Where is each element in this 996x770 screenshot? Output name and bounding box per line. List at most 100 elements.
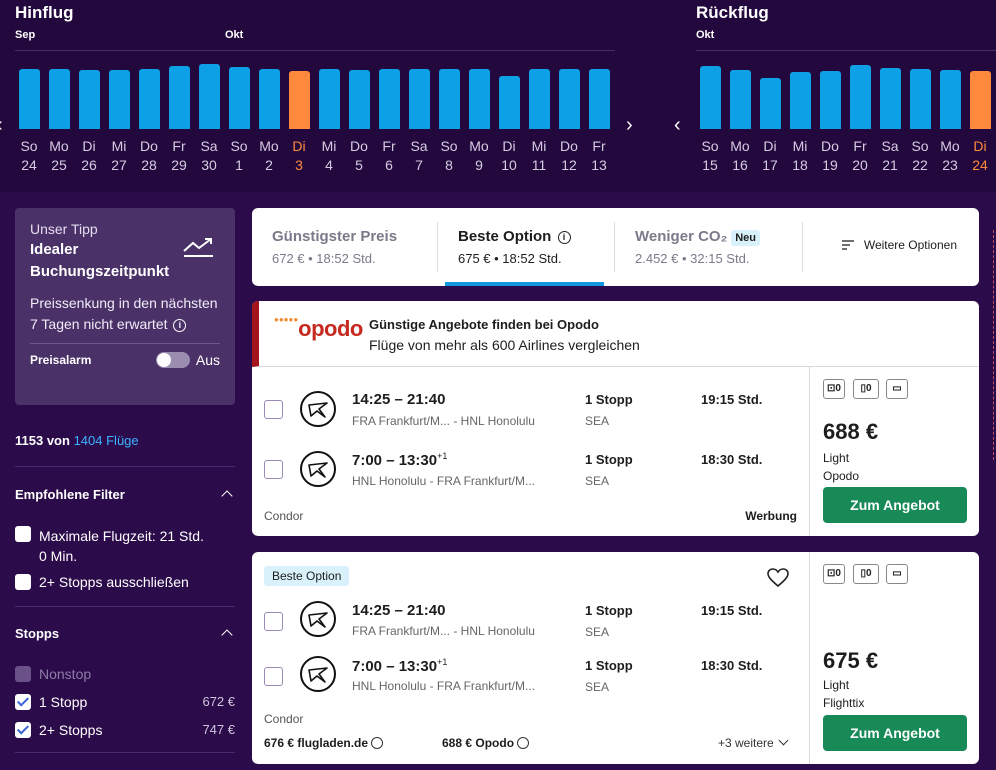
checkbox[interactable] bbox=[15, 574, 31, 590]
info-icon[interactable]: i bbox=[557, 231, 571, 244]
day-number: 30 bbox=[201, 157, 217, 173]
price-bar[interactable] bbox=[379, 69, 400, 129]
filter-stop-2plus[interactable]: 2+ Stopps 747 € bbox=[15, 722, 235, 738]
day-name: Fr bbox=[853, 138, 867, 154]
chevron-left-icon[interactable]: ‹ bbox=[0, 114, 3, 137]
divider bbox=[15, 466, 235, 467]
price-bar[interactable] bbox=[970, 71, 991, 129]
airline-logo bbox=[300, 391, 336, 427]
view-deal-button[interactable]: Zum Angebot bbox=[823, 715, 967, 751]
more-offers-link[interactable]: +3 weitere bbox=[718, 735, 789, 750]
next-day-marker: +1 bbox=[437, 657, 448, 667]
divider bbox=[30, 343, 220, 344]
filter-label: Maximale Flugzeit: 21 Std. 0 Min. bbox=[39, 528, 204, 564]
day-name: Mo bbox=[940, 138, 960, 154]
alt-offer[interactable]: 676 € flugladen.de bbox=[264, 736, 384, 750]
price-bar[interactable] bbox=[559, 69, 580, 129]
price-bar[interactable] bbox=[349, 70, 370, 129]
checkbox[interactable] bbox=[15, 722, 31, 738]
price-bar[interactable] bbox=[940, 70, 961, 129]
recommended-filters-header[interactable]: Empfohlene Filter bbox=[15, 487, 235, 502]
result-card-sponsored: ●●●●●opodo Günstige Angebote finden bei … bbox=[252, 301, 979, 536]
price-bar[interactable] bbox=[19, 69, 40, 129]
divider bbox=[696, 50, 996, 51]
price-bar[interactable] bbox=[139, 69, 160, 129]
checkbox[interactable] bbox=[15, 526, 31, 542]
compare-checkbox[interactable] bbox=[264, 400, 283, 419]
bag-checked[interactable]: ▯0 bbox=[853, 564, 879, 584]
price-bar[interactable] bbox=[760, 78, 781, 129]
stops-count: 1 Stopp bbox=[585, 392, 633, 407]
tab-cheapest[interactable]: Günstigster Preis 672 € • 18:52 Std. bbox=[252, 208, 437, 286]
day-name: Fr bbox=[172, 138, 186, 154]
stops-count: 1 Stopp bbox=[585, 452, 633, 467]
heart-icon[interactable] bbox=[767, 568, 789, 588]
day-number: 4 bbox=[325, 157, 333, 173]
day-name: Sa bbox=[200, 138, 218, 154]
checkbox[interactable] bbox=[15, 694, 31, 710]
price-bar[interactable] bbox=[109, 70, 130, 129]
day-number: 23 bbox=[942, 157, 958, 173]
price-bar[interactable] bbox=[409, 69, 430, 129]
price-bar[interactable] bbox=[730, 70, 751, 129]
info-icon[interactable]: i bbox=[173, 319, 187, 332]
price-bar[interactable] bbox=[259, 69, 280, 129]
price-bar[interactable] bbox=[469, 69, 490, 129]
price-bar[interactable] bbox=[229, 67, 250, 129]
filter-exclude-2-stops[interactable]: 2+ Stopps ausschließen bbox=[15, 574, 235, 590]
seat-icon[interactable]: ▭ bbox=[886, 379, 908, 399]
price-bar[interactable] bbox=[169, 66, 190, 129]
price-bar[interactable] bbox=[439, 69, 460, 129]
price-bar[interactable] bbox=[910, 69, 931, 129]
chevron-left-icon[interactable]: ‹ bbox=[674, 114, 681, 136]
stop-airport: SEA bbox=[585, 680, 610, 694]
compare-checkbox[interactable] bbox=[264, 612, 283, 631]
price-bar[interactable] bbox=[319, 69, 340, 129]
ad-banner[interactable]: ●●●●●opodo Günstige Angebote finden bei … bbox=[252, 301, 979, 367]
price-alarm-toggle[interactable] bbox=[155, 352, 190, 368]
tab-less-co2[interactable]: Weniger CO₂ Neu 2.452 € • 32:15 Std. bbox=[615, 208, 795, 286]
price-bar[interactable] bbox=[79, 70, 100, 129]
day-number: 20 bbox=[852, 157, 868, 173]
flight-route: FRA Frankfurt/M... - HNL Honolulu bbox=[352, 624, 535, 638]
price-bar[interactable] bbox=[199, 64, 220, 129]
bag-carry-on[interactable]: ⊡0 bbox=[823, 379, 845, 399]
seat-icon[interactable]: ▭ bbox=[886, 564, 908, 584]
price-bar[interactable] bbox=[700, 66, 721, 129]
day-number: 6 bbox=[385, 157, 393, 173]
alt-offer[interactable]: 688 € Opodo bbox=[442, 736, 530, 750]
more-options-button[interactable]: Weitere Optionen bbox=[841, 238, 957, 252]
result-count-total-link[interactable]: 1404 Flüge bbox=[73, 433, 139, 448]
price-bar[interactable] bbox=[589, 69, 610, 129]
price-bar[interactable] bbox=[499, 76, 520, 129]
result-count-shown: 1153 bbox=[15, 433, 44, 448]
day-number: 12 bbox=[561, 157, 577, 173]
filter-max-duration[interactable]: Maximale Flugzeit: 21 Std. 0 Min. bbox=[15, 526, 235, 566]
price-bar[interactable] bbox=[880, 68, 901, 129]
compare-checkbox[interactable] bbox=[264, 667, 283, 686]
award-icon bbox=[517, 737, 530, 749]
compare-checkbox[interactable] bbox=[264, 460, 283, 479]
stop-airport: SEA bbox=[585, 625, 610, 639]
chevron-right-icon[interactable]: › bbox=[626, 114, 633, 136]
filter-stop-nonstop[interactable]: Nonstop bbox=[15, 666, 235, 682]
carrier-name: Condor bbox=[264, 509, 304, 523]
flight-duration: 18:30 Std. bbox=[701, 452, 763, 467]
price-bar[interactable] bbox=[820, 71, 841, 129]
filter-stop-1[interactable]: 1 Stopp 672 € bbox=[15, 694, 235, 710]
price-bar[interactable] bbox=[49, 69, 70, 129]
price-bar[interactable] bbox=[529, 69, 550, 129]
day-name: Mo bbox=[469, 138, 489, 154]
price-bar[interactable] bbox=[850, 65, 871, 129]
tip-title: Idealer Buchungszeitpunkt bbox=[30, 241, 170, 280]
stops-count: 1 Stopp bbox=[585, 658, 633, 673]
bag-carry-on[interactable]: ⊡0 bbox=[823, 564, 845, 584]
view-deal-button[interactable]: Zum Angebot bbox=[823, 487, 967, 523]
price-bar[interactable] bbox=[790, 72, 811, 129]
day-number: 5 bbox=[355, 157, 363, 173]
stops-filter-header[interactable]: Stopps bbox=[15, 626, 235, 641]
bag-checked[interactable]: ▯0 bbox=[853, 379, 879, 399]
checkbox[interactable] bbox=[15, 666, 31, 682]
price-bar[interactable] bbox=[289, 71, 310, 129]
tab-best-option[interactable]: Beste Option i 675 € • 18:52 Std. bbox=[438, 208, 604, 286]
